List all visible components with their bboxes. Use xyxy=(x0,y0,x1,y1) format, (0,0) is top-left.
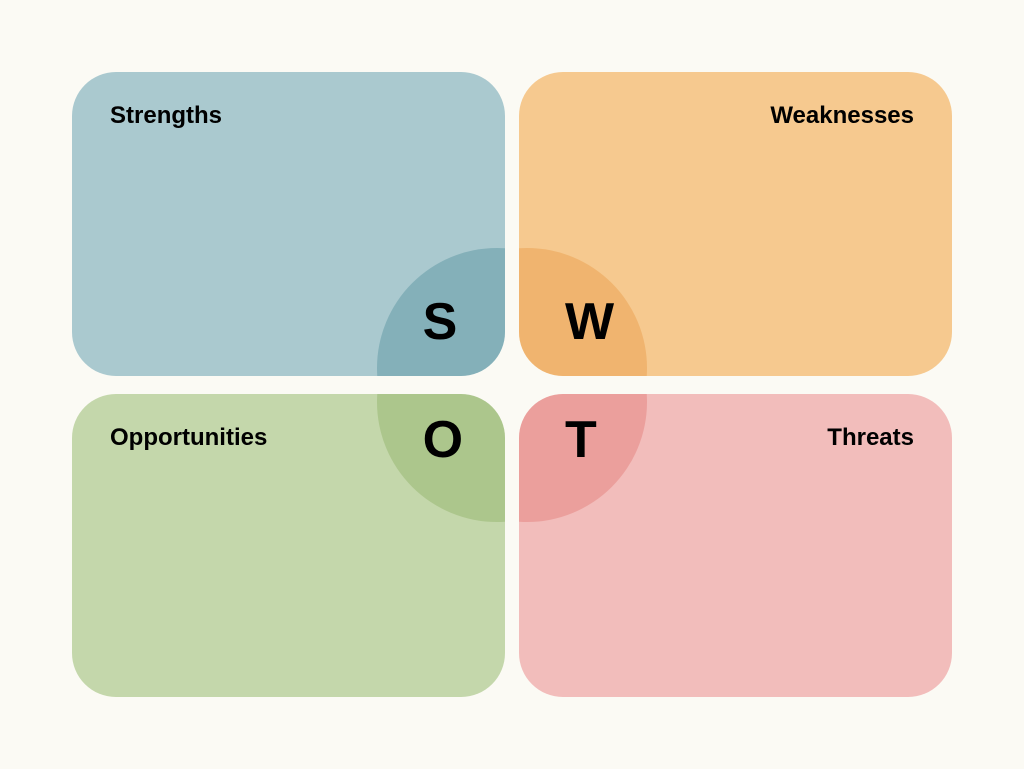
quadrant-label-strengths: Strengths xyxy=(110,102,222,130)
quadrant-letter-threats: T xyxy=(565,410,597,470)
quadrant-label-threats: Threats xyxy=(827,424,914,452)
quadrant-letter-strengths: S xyxy=(423,292,458,352)
swot-diagram: Strengths S Weaknesses W Opportunities O Threa… xyxy=(0,0,1024,769)
quadrant-letter-opportunities: O xyxy=(423,410,463,470)
quadrant-letter-weaknesses: W xyxy=(565,292,614,352)
quadrant-label-opportunities: Opportunities xyxy=(110,424,267,452)
quadrant-label-weaknesses: Weaknesses xyxy=(770,102,914,130)
